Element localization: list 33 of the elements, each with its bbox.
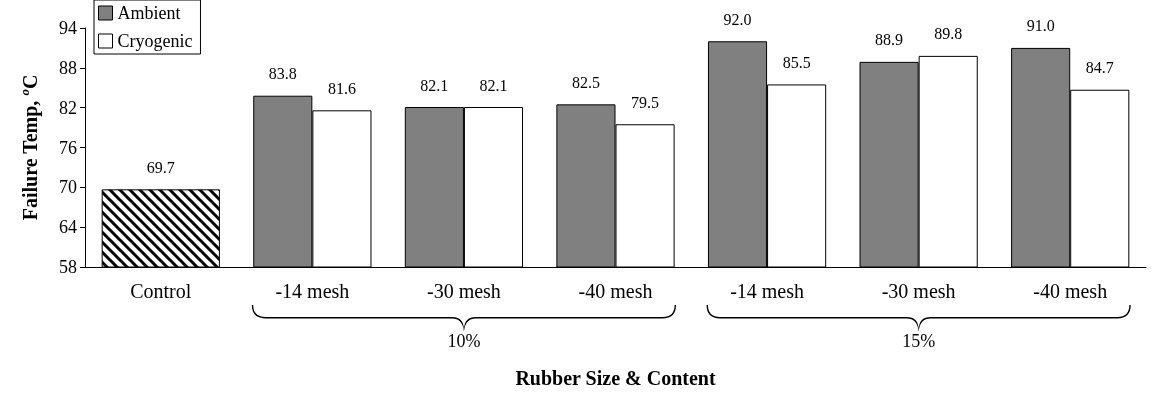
data-label: 82.5 [571,73,600,91]
data-label: 82.1 [479,76,508,94]
data-label: 82.1 [420,76,449,94]
x-tick-label: -14 mesh [730,280,805,302]
data-label: 92.0 [723,10,752,28]
x-axis-title: Rubber Size & Content [515,367,716,389]
data-label: 89.8 [934,25,963,43]
data-label: 79.5 [631,93,660,111]
y-tick-label: 88 [59,57,77,78]
data-label: 83.8 [268,65,297,83]
y-tick-label: 82 [59,97,77,118]
text: 15% [902,331,936,352]
y-tick-label: 70 [59,177,77,198]
x-tick-label: -40 mesh [1033,280,1108,302]
data-label: 69.7 [146,158,175,176]
x-tick-label: -30 mesh [426,280,501,302]
text: 10% [447,331,481,352]
data-label: 88.9 [875,31,904,49]
data-label: 84.7 [1085,59,1114,77]
y-tick-label: 76 [59,137,77,158]
data-label: 81.6 [327,79,356,97]
legend-label: Cryogenic [117,31,193,51]
legend-label: Ambient [117,3,181,23]
y-axis-title: Failure Temp, oC [17,74,42,221]
data-label: 91.0 [1026,17,1055,35]
x-tick-label: -40 mesh [578,280,653,302]
y-tick-label: 94 [59,18,77,38]
y-tick-label: 64 [59,217,77,238]
data-label: 85.5 [782,53,811,71]
y-tick-label: 58 [59,257,77,277]
x-tick-label: -14 mesh [275,280,350,302]
x-tick-label: Control [130,280,192,302]
x-tick-label: -30 mesh [881,280,956,302]
